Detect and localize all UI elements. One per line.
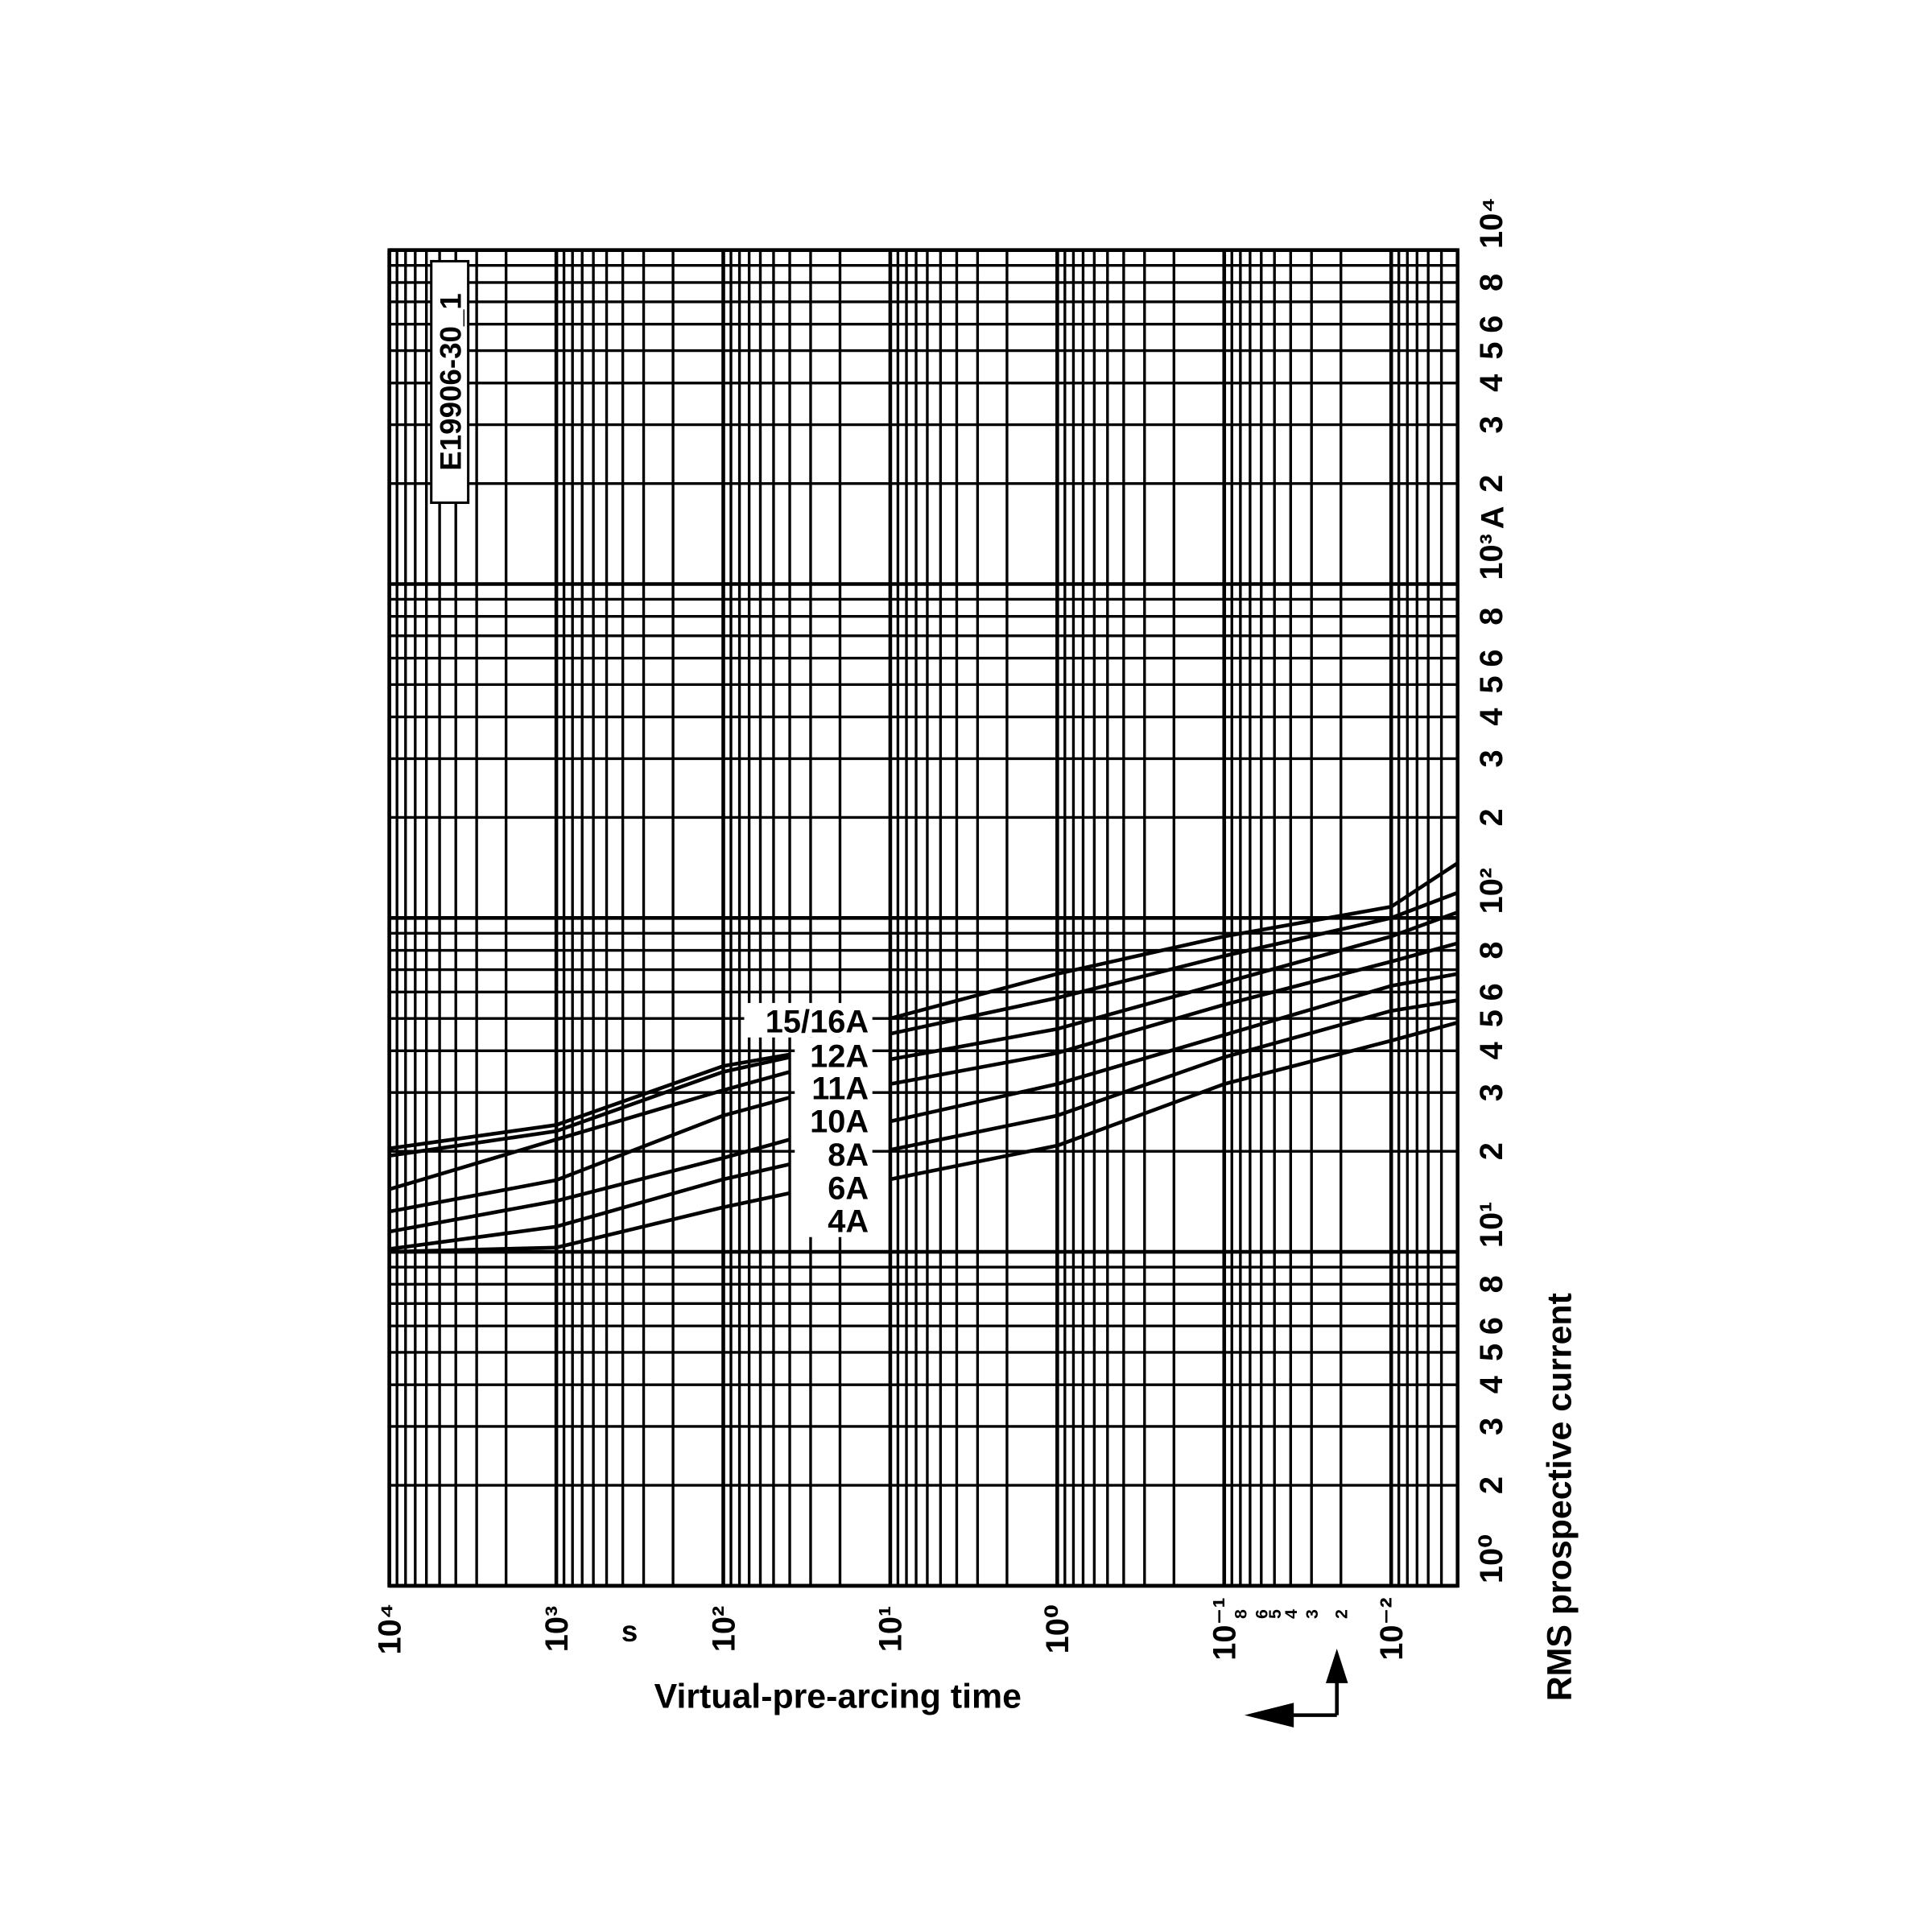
y-tick-label: 2	[1474, 1476, 1509, 1494]
y-tick-label: 8	[1474, 1275, 1509, 1293]
y-tick-label: 2	[1474, 808, 1509, 826]
y-tick-label: 3	[1474, 1418, 1509, 1435]
y-tick-label: 10⁴	[1474, 197, 1509, 249]
y-tick-label: 5	[1474, 1009, 1509, 1027]
x-tick-label: 2	[1331, 1609, 1351, 1619]
y-unit: A	[1475, 506, 1510, 529]
x-tick-label: 8	[1232, 1609, 1251, 1619]
x-unit: s	[621, 1615, 638, 1648]
y-tick-label: 8	[1474, 608, 1509, 625]
x-tick-label: 10⁻¹	[1208, 1597, 1243, 1660]
x-tick-label: 5	[1265, 1609, 1285, 1619]
plot-frame	[387, 248, 1460, 1588]
x-tick-label: 10⁰	[1040, 1604, 1075, 1654]
arrow-head	[1244, 1703, 1294, 1728]
arrow-head	[1325, 1648, 1348, 1683]
y-tick-label: 8	[1474, 941, 1509, 959]
y-tick-label: 10²	[1474, 868, 1509, 914]
y-tick-label: 5	[1474, 1344, 1509, 1361]
x-axis-label: Virtual-pre-arcing time	[654, 1677, 1022, 1715]
figure-id: E19906-30_1	[434, 293, 467, 471]
y-tick-label: 6	[1474, 983, 1509, 1001]
y-tick-label: 3	[1474, 1084, 1509, 1101]
curve-label-box	[795, 1169, 873, 1204]
curve-label: 15/16A	[766, 1005, 869, 1040]
curve	[890, 861, 1459, 1021]
y-tick-label: 6	[1474, 649, 1509, 667]
direction-arrows	[1244, 1648, 1348, 1728]
curve	[389, 1052, 791, 1150]
x-tick-label: 10²	[706, 1606, 741, 1653]
y-tick-label: 2	[1474, 475, 1509, 493]
curve	[389, 1137, 791, 1234]
curve-label-box	[795, 1102, 873, 1137]
y-tick-label: 10¹	[1474, 1202, 1509, 1249]
x-tick-label: 6	[1252, 1609, 1271, 1619]
y-tick-label: 4	[1474, 1042, 1509, 1059]
curve	[890, 941, 1459, 1086]
curves	[389, 861, 1459, 1254]
curve-label-box	[795, 1202, 873, 1237]
y-tick-label: 10³	[1474, 534, 1509, 580]
curve-label-box	[795, 1136, 873, 1171]
y-tick-label: 6	[1474, 1317, 1509, 1335]
curve	[890, 998, 1459, 1152]
y-tick-label: 2	[1474, 1142, 1509, 1160]
curve	[890, 890, 1459, 1036]
y-axis-label: RMS prospective current	[1541, 1293, 1579, 1701]
curve	[389, 1096, 791, 1214]
figure-id-box	[430, 259, 470, 505]
curve-label-box	[795, 1037, 873, 1072]
curve-label: 10A	[810, 1104, 869, 1140]
x-tick-label: 10⁻²	[1374, 1597, 1410, 1660]
x-tick-label: 4	[1282, 1609, 1301, 1619]
curve	[890, 1021, 1459, 1182]
y-tick-label: 4	[1474, 374, 1509, 392]
x-tick-label: 10⁴	[372, 1604, 407, 1655]
y-tick-label: 5	[1474, 342, 1509, 360]
curve-label-box	[744, 1002, 873, 1038]
curve-label: 4A	[828, 1204, 869, 1240]
x-tick-label: 10¹	[873, 1606, 909, 1653]
x-tick-label: 10³	[539, 1606, 575, 1653]
curve-label: 12A	[810, 1039, 869, 1075]
curve	[389, 1191, 791, 1254]
y-tick-label: 3	[1474, 749, 1509, 767]
curve-label: 6A	[828, 1170, 869, 1206]
curve	[389, 1070, 791, 1191]
curve-label: 8A	[828, 1137, 869, 1173]
y-tick-label: 4	[1474, 1376, 1509, 1393]
y-tick-label: 8	[1474, 274, 1509, 291]
y-tick-label: 4	[1474, 708, 1509, 726]
y-tick-label: 10⁰	[1474, 1534, 1509, 1583]
curve-label-box	[795, 1069, 873, 1104]
y-tick-label: 5	[1474, 675, 1509, 693]
grid	[387, 248, 1459, 1588]
curve-label: 11A	[811, 1071, 869, 1106]
y-tick-label: 6	[1474, 316, 1509, 333]
curve	[890, 972, 1459, 1124]
curve	[389, 1055, 791, 1158]
y-tick-label: 3	[1474, 416, 1509, 434]
curve	[389, 1162, 791, 1251]
x-tick-label: 3	[1302, 1609, 1322, 1619]
curve	[890, 910, 1459, 1062]
